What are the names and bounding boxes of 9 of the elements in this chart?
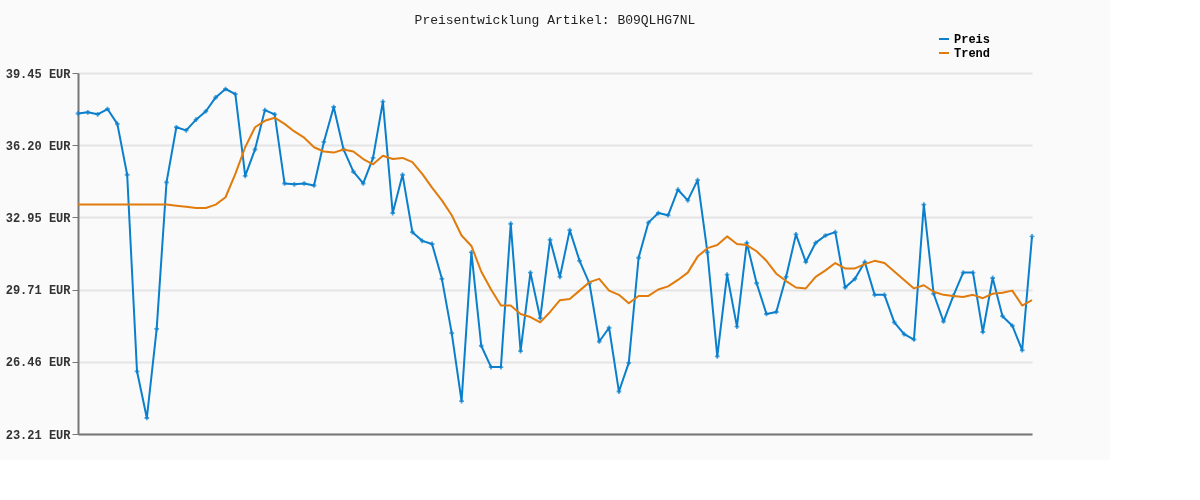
y-tick-label: 32.95 EUR (5, 211, 72, 226)
chart-title: Preisentwicklung Artikel: B09QLHG7NL (414, 13, 696, 28)
legend-label: Preis (954, 33, 991, 47)
y-tick-label: 36.20 EUR (5, 139, 72, 154)
y-tick-label: 23.21 EUR (5, 428, 72, 443)
y-tick-label: 39.45 EUR (5, 67, 72, 82)
legend-label: Trend (954, 47, 991, 61)
y-tick-label: 29.71 EUR (5, 284, 72, 299)
y-tick-label: 26.46 EUR (5, 356, 72, 371)
